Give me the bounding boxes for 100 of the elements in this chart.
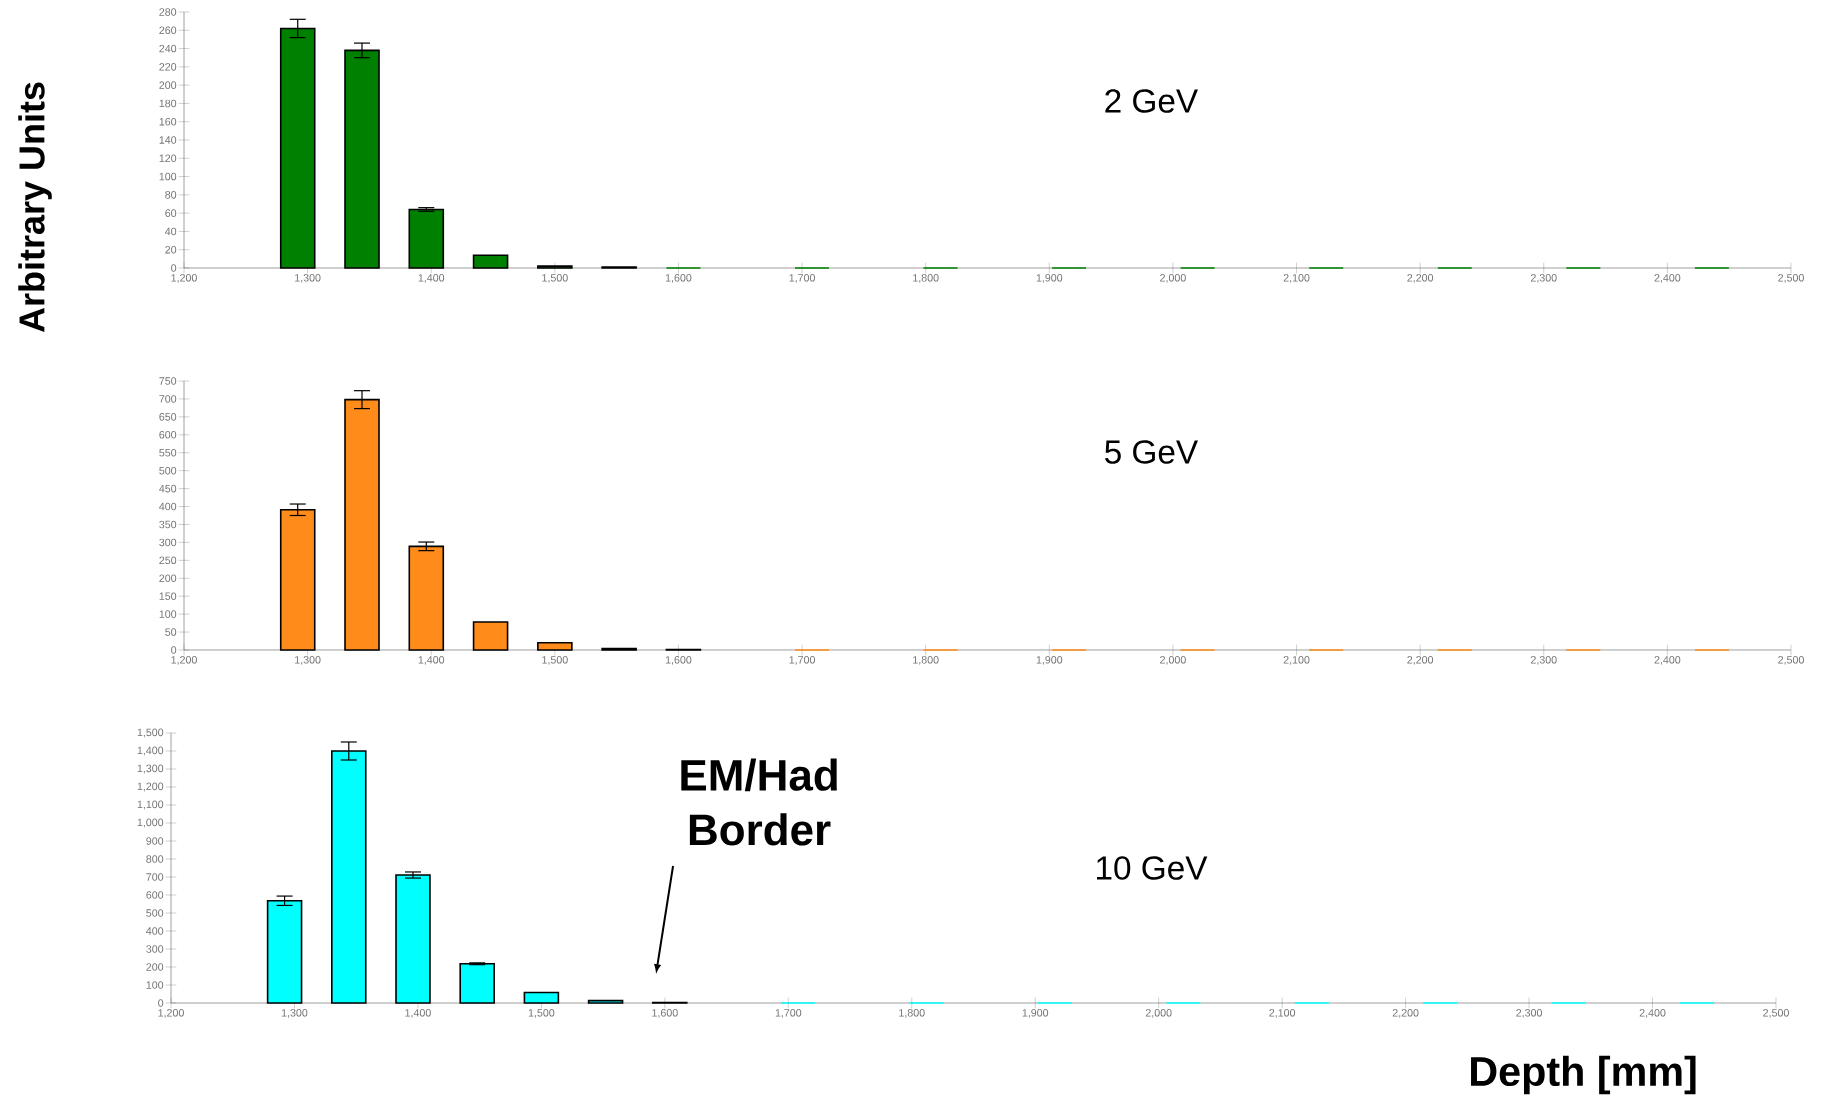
- x-tick-label: 1,600: [652, 1009, 678, 1018]
- annotation: EM/Had Border: [681, 758, 837, 846]
- x-tick-label: 1,300: [295, 274, 321, 283]
- y-tick-label: 200: [159, 574, 177, 583]
- x-tick-label: 2,300: [1530, 656, 1557, 665]
- y-tick-label: 650: [159, 413, 177, 421]
- y-tick-label: 80: [165, 191, 177, 199]
- y-tick-label: 550: [159, 448, 177, 457]
- y-tick-label: 600: [146, 891, 164, 899]
- x-tick-label: 1,300: [295, 656, 321, 665]
- y-tick-label: 600: [159, 431, 177, 439]
- y-tick-label: 1,300: [137, 764, 164, 774]
- y-tick-label: 0: [158, 999, 164, 1007]
- bar: [537, 642, 573, 651]
- x-tick-label: 1,800: [913, 274, 939, 283]
- bar: [472, 254, 509, 269]
- y-tick-label: 350: [159, 520, 177, 529]
- x-tick-label: 1,400: [405, 1009, 431, 1018]
- x-tick-label: 2,000: [1160, 274, 1186, 283]
- x-tick-label: 2,400: [1654, 274, 1681, 283]
- bar: [279, 27, 316, 269]
- y-tick-label: 300: [159, 538, 177, 547]
- x-tick-label: 1,900: [1022, 1009, 1049, 1018]
- x-tick-label: 1,500: [542, 656, 568, 665]
- x-tick-label: 1,500: [528, 1009, 555, 1018]
- x-tick-label: 1,600: [665, 274, 692, 283]
- y-tick-label: 700: [159, 395, 177, 403]
- bar: [408, 545, 445, 651]
- y-tick-label: 1,200: [137, 782, 164, 792]
- y-tick-label: 50: [165, 628, 177, 636]
- x-tick-label: 2,100: [1269, 1009, 1296, 1018]
- y-tick-label: 400: [159, 502, 177, 511]
- x-tick-label: 2,000: [1145, 1009, 1172, 1018]
- y-tick-label: 900: [146, 837, 164, 845]
- y-tick-label: 180: [159, 99, 177, 108]
- bar: [587, 999, 624, 1004]
- x-tick-label: 2,500: [1763, 1009, 1789, 1018]
- y-tick-label: 140: [159, 136, 177, 144]
- y-tick-label: 0: [171, 646, 177, 654]
- y-tick-label: 150: [159, 592, 177, 600]
- x-tick-label: 2,200: [1392, 1009, 1419, 1018]
- y-tick-label: 200: [146, 963, 164, 971]
- x-tick-label: 1,500: [542, 274, 568, 283]
- bar: [279, 508, 316, 651]
- x-tick-label: 1,400: [418, 274, 445, 283]
- x-tick-label: 2,200: [1407, 656, 1434, 665]
- x-tick-label: 1,400: [418, 656, 445, 665]
- y-tick-label: 1,400: [137, 746, 164, 756]
- y-tick-label: 1,000: [137, 818, 164, 828]
- bar: [266, 899, 303, 1004]
- x-tick-label: 1,700: [789, 274, 816, 283]
- x-tick-label: 2,100: [1283, 274, 1310, 283]
- x-axis-title: Depth [mm]: [1471, 1055, 1696, 1095]
- y-tick-label: 160: [159, 117, 177, 126]
- y-tick-label: 500: [146, 909, 164, 917]
- x-tick-label: 2,300: [1516, 1009, 1542, 1018]
- annotation: 10 GeV: [1097, 856, 1208, 880]
- x-tick-label: 2,500: [1778, 656, 1804, 665]
- x-tick-label: 2,500: [1778, 274, 1804, 283]
- y-tick-label: 400: [146, 927, 164, 935]
- bar: [472, 621, 509, 651]
- y-tick-label: 450: [159, 484, 177, 493]
- x-tick-label: 1,700: [775, 1009, 802, 1018]
- y-tick-label: 240: [159, 44, 177, 53]
- bar: [395, 874, 431, 1004]
- annotation: 5 GeV: [1105, 440, 1198, 464]
- x-tick-label: 1,800: [899, 1009, 925, 1018]
- x-tick-label: 2,000: [1160, 656, 1186, 665]
- x-tick-label: 2,400: [1654, 656, 1681, 665]
- x-tick-label: 2,100: [1283, 656, 1310, 665]
- x-tick-label: 1,300: [281, 1009, 308, 1018]
- y-axis-title: Arbitrary Units: [18, 82, 52, 333]
- y-tick-label: 500: [159, 466, 177, 475]
- bar: [408, 208, 445, 269]
- x-tick-label: 1,900: [1036, 274, 1063, 283]
- x-tick-label: 2,300: [1530, 274, 1557, 283]
- y-tick-label: 250: [159, 556, 177, 565]
- y-tick-label: 700: [146, 873, 164, 881]
- y-tick-label: 220: [159, 63, 177, 71]
- x-tick-label: 2,400: [1639, 1009, 1666, 1018]
- x-tick-label: 1,700: [789, 656, 816, 665]
- y-tick-label: 100: [159, 610, 177, 618]
- bar: [523, 991, 560, 1004]
- y-tick-label: 200: [159, 81, 177, 89]
- x-tick-label: 1,600: [665, 656, 692, 665]
- y-tick-label: 1,100: [137, 800, 164, 810]
- x-tick-label: 1,800: [913, 656, 939, 665]
- annotation: 2 GeV: [1105, 89, 1198, 113]
- y-tick-label: 800: [146, 855, 164, 863]
- y-tick-label: 20: [165, 245, 177, 254]
- y-tick-label: 40: [165, 227, 177, 236]
- y-tick-label: 260: [159, 26, 177, 35]
- bar: [344, 49, 380, 269]
- x-tick-label: 2,200: [1407, 274, 1434, 283]
- y-tick-label: 280: [159, 8, 177, 16]
- y-tick-label: 120: [159, 154, 177, 163]
- y-tick-label: 750: [159, 377, 177, 385]
- bar: [459, 962, 495, 1004]
- y-tick-label: 100: [146, 981, 164, 989]
- x-tick-label: 1,900: [1036, 656, 1063, 665]
